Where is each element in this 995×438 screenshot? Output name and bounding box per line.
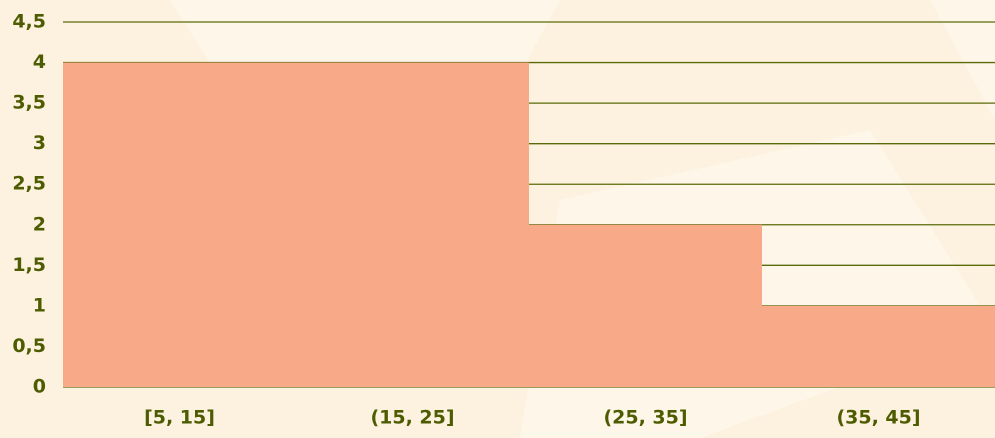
x-tick-label: (35, 45]	[836, 407, 920, 429]
y-tick-label: 4	[33, 51, 46, 73]
bar	[296, 62, 529, 388]
background-shape	[930, 0, 995, 120]
y-tick-label: 2	[33, 213, 46, 235]
y-tick-label: 1	[33, 294, 46, 316]
y-tick-label: 3,5	[12, 92, 46, 114]
y-tick-label: 0,5	[12, 335, 46, 357]
y-tick-label: 2,5	[12, 173, 46, 195]
bar	[529, 224, 762, 387]
y-tick-label: 1,5	[12, 254, 46, 276]
y-tick-label: 4,5	[12, 11, 46, 33]
y-tick-label: 0	[33, 376, 46, 398]
bar	[762, 305, 995, 387]
bar	[63, 62, 296, 388]
x-tick-label: [5, 15]	[144, 407, 215, 429]
x-tick-label: (25, 35]	[603, 407, 687, 429]
y-tick-label: 3	[33, 132, 46, 154]
x-tick-label: (15, 25]	[370, 407, 454, 429]
